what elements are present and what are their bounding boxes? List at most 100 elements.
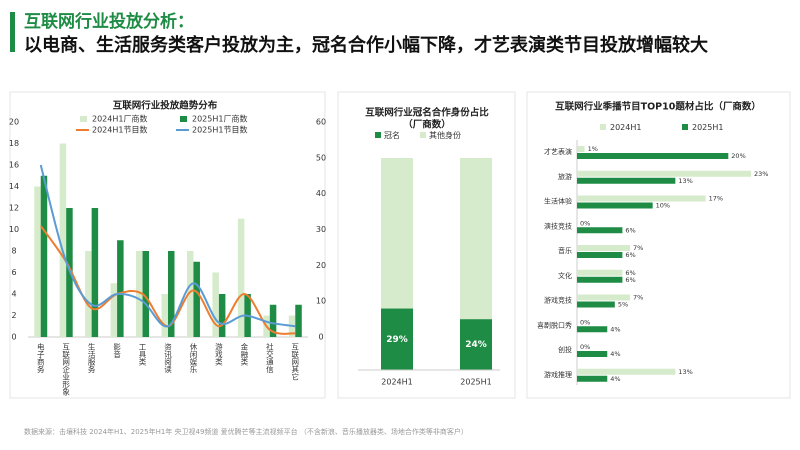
bar — [59, 143, 67, 337]
bar — [577, 177, 676, 184]
legend-label: 2025H1节目数 — [192, 125, 247, 135]
legend-swatch — [600, 124, 606, 130]
bar — [577, 146, 585, 152]
y2-tick-label: 40 — [316, 189, 326, 198]
y2-tick-label: 30 — [316, 225, 326, 234]
bar — [577, 351, 608, 357]
y-tick-label: 2 — [11, 311, 16, 320]
value-label: 4% — [610, 350, 620, 358]
chart-title: 互联网行业冠名合作身份占比 — [365, 107, 489, 119]
y-tick-label: 文化 — [558, 271, 572, 280]
y-tick-label: 18 — [9, 139, 19, 148]
value-label: 6% — [625, 269, 635, 277]
y-tick-label: 喜剧脱口秀 — [537, 320, 572, 329]
y-tick-label: 旅游 — [558, 172, 572, 181]
legend-swatch — [682, 124, 688, 130]
legend-label: 其他身份 — [429, 130, 461, 140]
bar — [577, 153, 729, 159]
bar-segment — [460, 158, 492, 320]
y-tick-label: 6 — [11, 268, 16, 277]
y2-tick-label: 50 — [316, 153, 326, 162]
chart-title: 互联网行业季播节目TOP10题材占比（厂商数） — [555, 101, 761, 113]
y-tick-label: 16 — [9, 161, 19, 170]
value-label: 6% — [625, 226, 635, 234]
value-label: 10% — [656, 202, 670, 210]
bar — [110, 283, 118, 337]
legend-swatch — [80, 116, 87, 122]
y-tick-label: 4 — [11, 290, 16, 299]
chart-title: 互联网行业投放趋势分布 — [113, 100, 218, 112]
y2-tick-label: 10 — [316, 297, 326, 306]
bar — [577, 245, 630, 251]
bar — [577, 301, 615, 308]
value-label: 7% — [633, 294, 643, 302]
bar — [577, 252, 623, 258]
chart-subtitle: （厂商数） — [403, 119, 451, 131]
value-label: 4% — [610, 325, 620, 333]
x-tick-label: 互联网其它 — [291, 343, 300, 381]
y-tick-label: 12 — [9, 204, 19, 213]
x-tick-label: 金融类 — [240, 342, 249, 367]
bar-segment — [460, 319, 492, 370]
bar — [142, 251, 150, 337]
bar — [295, 304, 302, 337]
legend-label: 2025H1厂商数 — [192, 114, 247, 124]
value-label: 0% — [580, 219, 590, 227]
bar — [577, 294, 630, 301]
header-title: 互联网行业投放分析： — [24, 11, 194, 32]
y-tick-label: 0 — [11, 333, 16, 342]
panel — [526, 91, 791, 399]
value-label: 17% — [709, 195, 723, 203]
value-label: 0% — [580, 318, 590, 326]
bar — [193, 261, 200, 337]
y-tick-label: 游戏推理 — [544, 370, 572, 379]
y-tick-label: 游戏竞技 — [544, 296, 572, 305]
value-label: 4% — [610, 375, 620, 383]
y-tick-label: 生活体验 — [544, 197, 572, 206]
bar — [212, 272, 219, 337]
value-label: 29% — [386, 335, 408, 345]
x-tick-label: 休闲娱乐 — [189, 342, 198, 374]
bar — [186, 251, 194, 337]
bar — [577, 326, 608, 333]
legend-label: 2024H1厂商数 — [92, 114, 147, 124]
y-tick-label: 20 — [9, 118, 19, 127]
bar-segment — [381, 308, 413, 370]
bar-segment — [381, 158, 413, 309]
y2-tick-label: 20 — [316, 261, 326, 270]
y2-tick-label: 0 — [318, 333, 323, 342]
bar — [136, 251, 143, 337]
bar — [577, 170, 751, 177]
bar — [577, 227, 623, 234]
bar — [577, 368, 676, 375]
legend-label: 2024H1 — [610, 123, 641, 132]
y-tick-label: 8 — [11, 247, 16, 256]
value-label: 20% — [731, 152, 745, 160]
y2-tick-label: 60 — [316, 118, 326, 127]
bar — [218, 294, 226, 337]
bar — [117, 240, 124, 337]
x-tick-label: 社交通信 — [265, 342, 274, 375]
bar — [91, 208, 99, 337]
bar — [168, 251, 175, 337]
y-tick-label: 10 — [9, 225, 19, 234]
value-label: 0% — [580, 343, 590, 351]
legend-swatch — [180, 116, 187, 122]
legend-swatch — [375, 132, 381, 138]
bar — [577, 269, 623, 276]
x-tick-label: 2024H1 — [381, 378, 412, 387]
y-tick-label: 音乐 — [558, 246, 572, 255]
x-tick-label: 资讯阅读 — [163, 342, 172, 375]
legend-label: 冠名 — [384, 130, 400, 140]
legend-swatch — [420, 132, 426, 138]
line — [39, 164, 296, 328]
value-label: 13% — [678, 368, 692, 376]
value-label: 6% — [625, 251, 635, 259]
y-tick-label: 才艺表演 — [544, 147, 572, 156]
value-label: 24% — [465, 340, 487, 350]
bar — [40, 175, 48, 337]
x-tick-label: 游戏类 — [214, 342, 223, 367]
x-tick-label: 电子商务 — [36, 342, 45, 375]
y-tick-label: 14 — [9, 182, 19, 191]
